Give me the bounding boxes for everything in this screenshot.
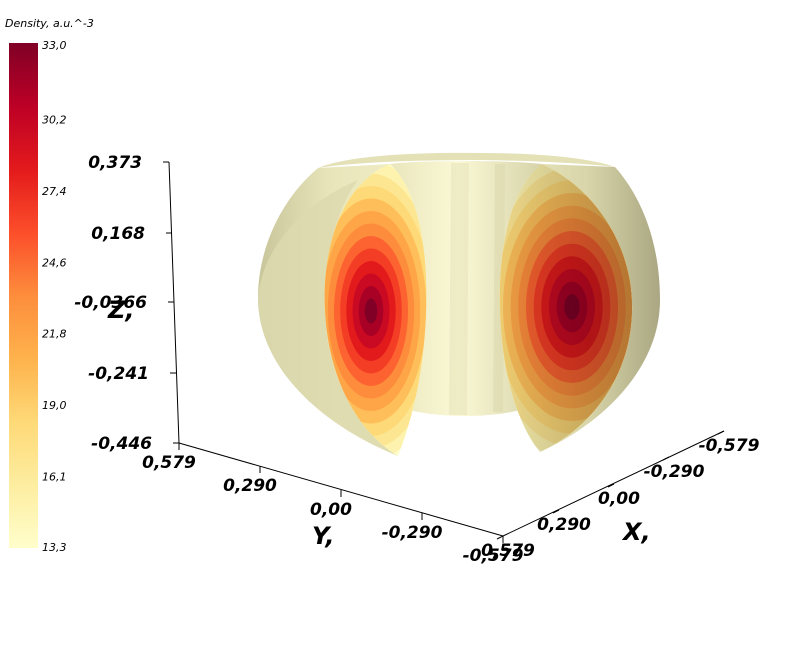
y-axis-line	[178, 442, 504, 537]
colorbar-ticks: 33,0 30,2 27,4 24,6 21,8 19,0 16,1 13,3	[42, 39, 67, 554]
axis-tick-mark	[552, 509, 560, 514]
colorbar-title: Density, a.u.^-3	[5, 17, 94, 30]
axis-tick-label: 0,290	[537, 515, 591, 535]
density-contour	[364, 298, 378, 324]
axis-tick-label: -0,241	[88, 364, 149, 384]
axis-tick-label: -0,0366	[74, 293, 147, 313]
x-axis-label: X,	[621, 518, 651, 546]
colorbar-tick-label: 33,0	[42, 39, 67, 52]
colorbar-tick-label: 16,1	[42, 471, 67, 484]
axis-tick-label: 0,579	[142, 453, 196, 473]
axis-ticks: 0,3730,168-0,0366-0,241-0,4460,5790,2900…	[74, 153, 759, 566]
axis-tick-label: 0,00	[310, 500, 352, 520]
axis-tick-label: -0,290	[382, 523, 443, 543]
axis-tick-label: 0,579	[481, 541, 535, 561]
axis-tick-mark	[496, 535, 504, 540]
z-axis-label: Z,	[107, 296, 135, 324]
torus-top-rim	[318, 152, 615, 168]
axis-tick-mark	[717, 430, 725, 435]
axis-tick-label: -0,290	[644, 462, 705, 482]
axis-tick-label: 0,168	[91, 224, 145, 244]
axis-tick-mark	[607, 483, 615, 488]
axis-tick-label: 0,00	[598, 489, 640, 509]
colorbar-tick-label: 24,6	[42, 256, 67, 269]
axis-tick-label: -0,446	[91, 434, 152, 454]
colorbar-tick-label: 30,2	[42, 113, 67, 126]
y-axis-label: Y,	[312, 522, 335, 550]
axis-tick-label: 0,290	[223, 476, 277, 496]
colorbar-tick-label: 27,4	[42, 185, 67, 198]
axis-tick-label: -0,579	[699, 436, 760, 456]
axis-tick-mark	[662, 456, 670, 461]
colorbar-tick-label: 19,0	[42, 399, 67, 412]
left-cross-section	[324, 164, 427, 456]
torus-surface	[258, 152, 660, 456]
colorbar	[9, 43, 38, 548]
axis-tick-label: 0,373	[88, 153, 142, 173]
colorbar-tick-label: 13,3	[42, 541, 67, 554]
colorbar-tick-label: 21,8	[42, 328, 67, 341]
x-axis-line	[502, 430, 725, 537]
axis-tick-label: -0,579	[463, 546, 524, 566]
